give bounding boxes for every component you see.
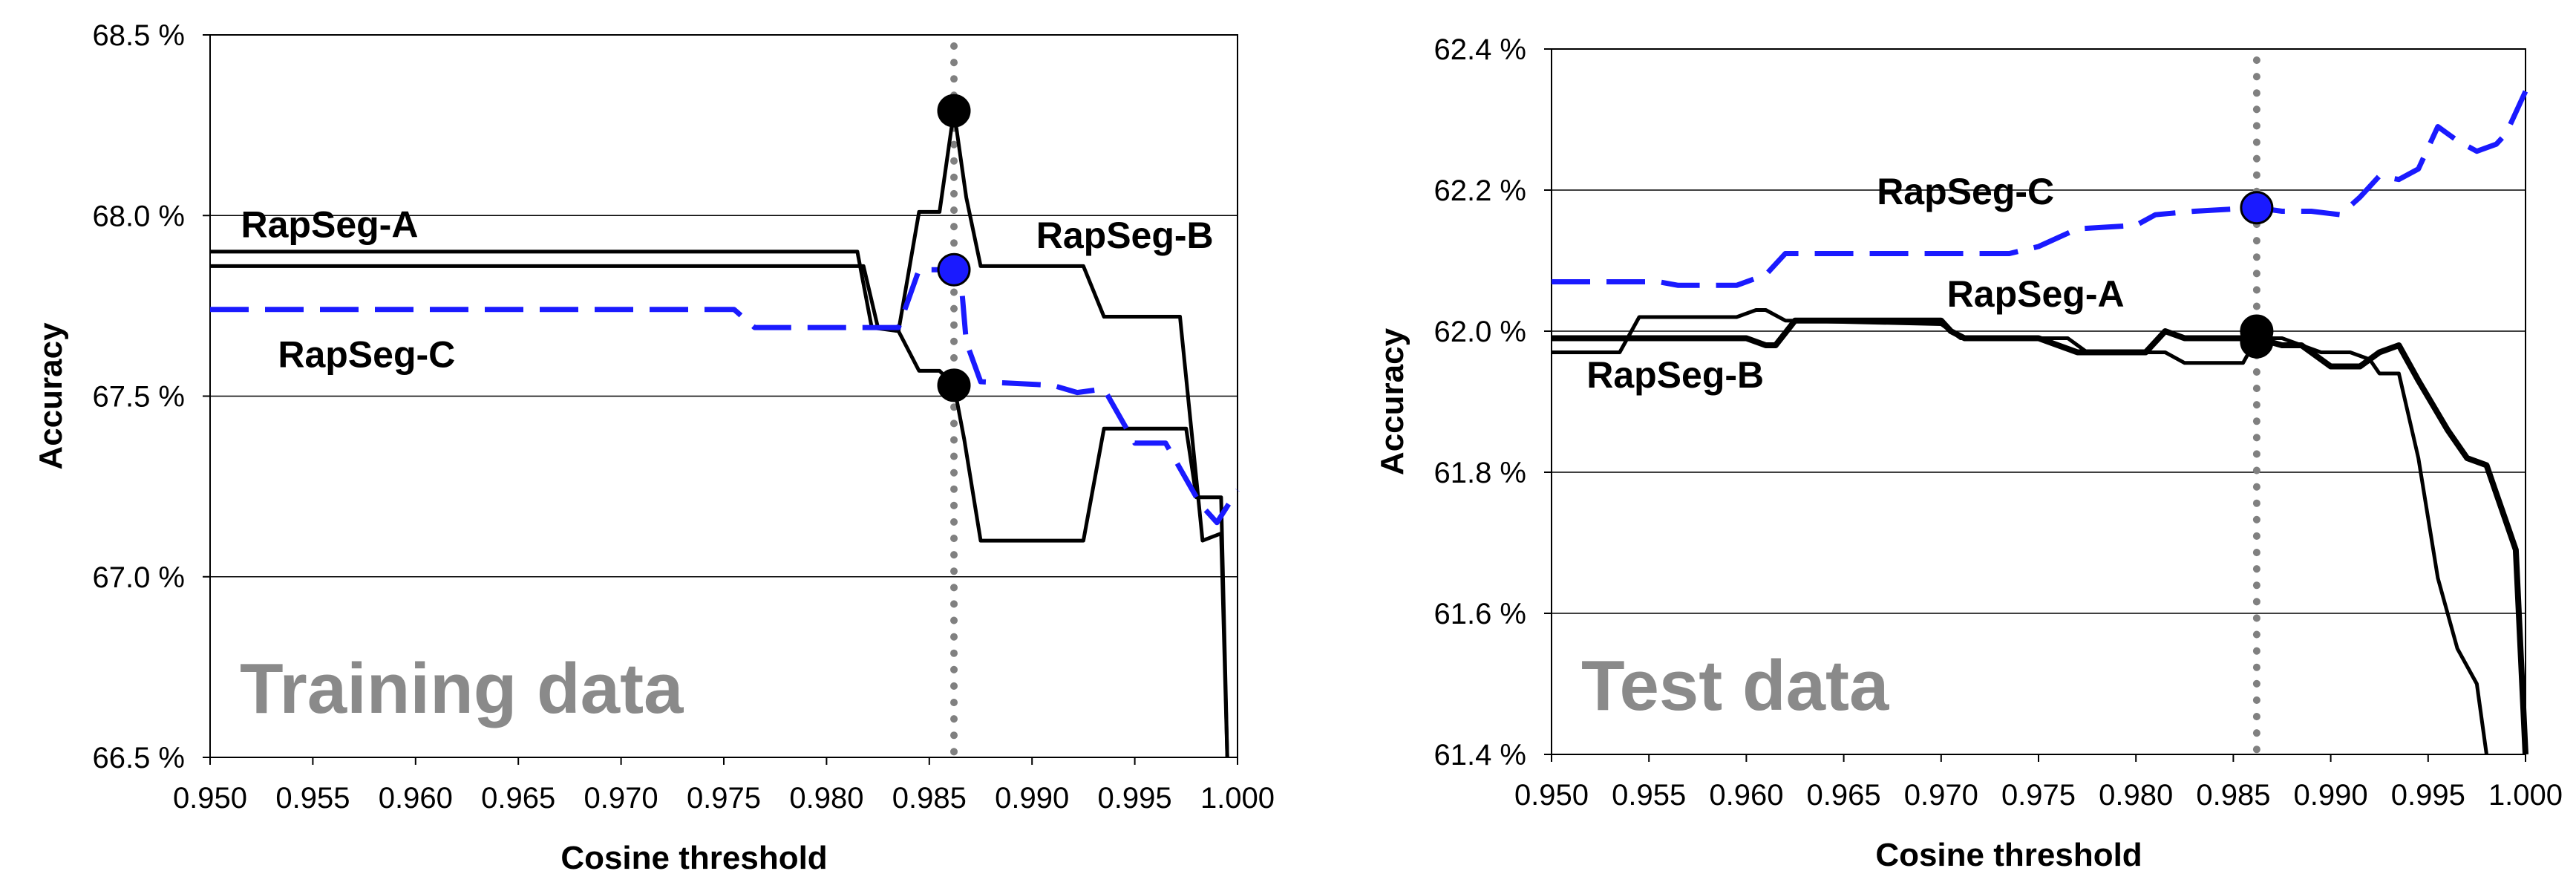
x-tick-label: 0.975	[2001, 779, 2076, 812]
x-tick-label: 0.995	[1098, 782, 1172, 815]
x-tick-label: 0.980	[2099, 779, 2173, 812]
chart-right: 61.4 % 61.6 % 61.8 % 62.0 % 62.2 % 62.4 % 0.95…	[1374, 33, 2563, 873]
threshold-marker	[2240, 324, 2274, 359]
y-tick-label: 66.5 %	[92, 742, 185, 774]
x-tick-label: 0.955	[1612, 779, 1686, 812]
series-line-rapseg-b	[1552, 308, 2488, 755]
threshold-marker	[937, 368, 971, 402]
x-tick-label: 0.990	[995, 782, 1069, 815]
x-tick-label: 0.995	[2391, 779, 2465, 812]
x-tick-label: 0.965	[1807, 779, 1881, 812]
y-tick-label: 68.5 %	[92, 19, 185, 52]
panel-watermark: Test data	[1581, 646, 1889, 725]
threshold-marker	[2240, 191, 2274, 225]
y-tick-label: 67.0 %	[92, 561, 185, 594]
y-tick-label: 62.2 %	[1434, 174, 1526, 207]
x-tick-label: 0.950	[1514, 779, 1589, 812]
threshold-marker	[937, 252, 971, 287]
y-tick-label: 62.0 %	[1434, 316, 1526, 348]
y-axis-title: Accuracy	[1374, 327, 1410, 475]
x-tick-label: 0.970	[1904, 779, 1978, 812]
x-axis-title: Cosine threshold	[1875, 837, 2142, 873]
series-label: RapSeg-B	[1036, 215, 1214, 256]
x-tick-label: 0.980	[789, 782, 863, 815]
y-axis-title: Accuracy	[33, 322, 69, 470]
chart-left: 66.5 % 67.0 % 67.5 % 68.0 % 68.5 % 0.950 0.955…	[33, 19, 1275, 876]
x-tick-label: 0.960	[379, 782, 453, 815]
series-label: RapSeg-C	[1877, 171, 2054, 212]
x-tick-label: 0.985	[2196, 779, 2270, 812]
y-tick-label: 62.4 %	[1434, 33, 1526, 66]
x-tick-label: 1.000	[1200, 782, 1275, 815]
x-tick-label: 0.985	[892, 782, 967, 815]
series-label: RapSeg-C	[278, 334, 455, 376]
x-tick-label: 0.965	[481, 782, 555, 815]
x-tick-label: 0.990	[2294, 779, 2368, 812]
threshold-marker	[937, 94, 971, 128]
x-tick-label: 1.000	[2488, 779, 2563, 812]
x-axis-title: Cosine threshold	[560, 840, 827, 876]
y-tick-label: 61.4 %	[1434, 739, 1526, 771]
x-tick-label: 0.950	[173, 782, 247, 815]
x-tick-label: 0.960	[1709, 779, 1783, 812]
series-label: RapSeg-A	[1947, 273, 2125, 315]
y-tick-label: 67.5 %	[92, 381, 185, 414]
x-tick-label: 0.970	[584, 782, 658, 815]
y-tick-label: 61.8 %	[1434, 457, 1526, 489]
y-tick-label: 61.6 %	[1434, 598, 1526, 630]
series-label: RapSeg-B	[1586, 354, 1764, 396]
series-line-rapseg-c	[210, 267, 1240, 526]
x-tick-label: 0.955	[275, 782, 350, 815]
y-tick-label: 68.0 %	[92, 200, 185, 232]
panel-watermark: Training data	[240, 649, 684, 728]
x-tick-label: 0.975	[687, 782, 761, 815]
series-label: RapSeg-A	[241, 203, 419, 245]
